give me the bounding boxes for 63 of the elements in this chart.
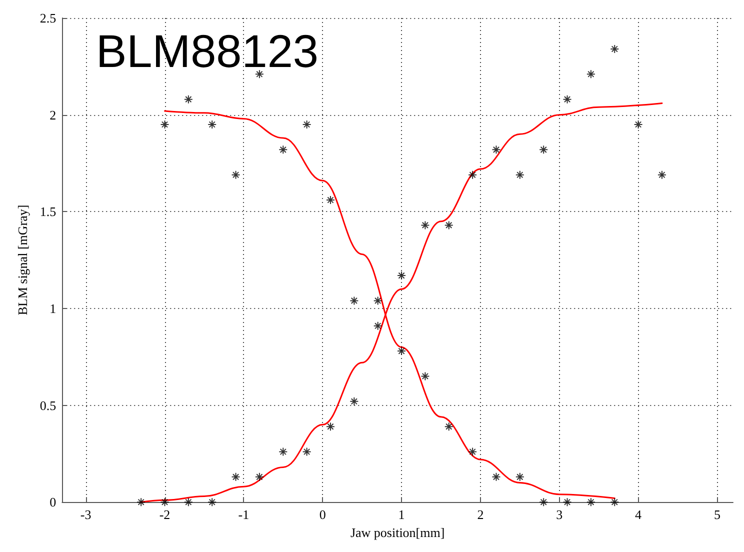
point xyxy=(373,321,382,330)
point xyxy=(444,220,454,230)
annotation: BLM88123 xyxy=(96,25,318,77)
x-tick-label: 0 xyxy=(319,507,326,522)
y-tick-label: 1 xyxy=(50,300,56,316)
y-tick-label: 1.5 xyxy=(40,204,56,220)
point xyxy=(302,120,312,129)
point xyxy=(184,498,193,507)
point xyxy=(492,472,501,482)
point xyxy=(184,94,193,104)
point xyxy=(254,472,264,482)
point xyxy=(231,472,240,482)
y-tick-label: 0 xyxy=(50,494,56,510)
point xyxy=(562,498,572,507)
y-tick-label: 2 xyxy=(50,107,56,122)
point xyxy=(657,170,666,180)
point xyxy=(634,120,643,129)
point xyxy=(350,296,359,306)
point xyxy=(468,447,478,456)
point xyxy=(278,145,288,154)
x-tick-label: 1 xyxy=(398,507,405,522)
point xyxy=(350,396,359,406)
point xyxy=(420,220,430,230)
point xyxy=(492,145,501,154)
point xyxy=(397,271,406,280)
x-tick-label: -2 xyxy=(159,507,170,522)
x-tick-label: -1 xyxy=(238,507,250,522)
point xyxy=(326,196,335,205)
point xyxy=(420,372,430,381)
point xyxy=(326,422,335,432)
point xyxy=(610,44,620,54)
y-axis-title: BLM signal [mGray] xyxy=(15,204,30,316)
point xyxy=(160,498,170,507)
point xyxy=(231,170,240,180)
y-tick-label: 0.5 xyxy=(40,398,56,413)
point xyxy=(539,145,548,154)
line-series xyxy=(164,110,616,499)
point xyxy=(515,170,524,180)
point xyxy=(610,498,620,507)
point xyxy=(208,498,217,507)
x-tick-label: -3 xyxy=(80,507,92,522)
point xyxy=(254,70,264,79)
point xyxy=(136,498,146,507)
point xyxy=(586,70,596,79)
point xyxy=(160,120,170,129)
point xyxy=(208,120,217,129)
x-tick-label: 3 xyxy=(556,507,563,522)
line-series xyxy=(140,102,663,503)
x-tick-label: 4 xyxy=(635,507,642,522)
point xyxy=(586,498,596,507)
point xyxy=(515,472,524,482)
point xyxy=(444,422,454,432)
x-tick-label: 2 xyxy=(477,507,484,522)
point xyxy=(278,447,288,456)
y-tick-label: 2.5 xyxy=(40,10,56,26)
point xyxy=(373,296,382,306)
point xyxy=(539,498,548,507)
point xyxy=(562,94,572,104)
point xyxy=(468,170,478,180)
point xyxy=(397,346,406,356)
x-tick-label: 5 xyxy=(714,507,720,522)
point xyxy=(302,447,312,456)
x-axis-title: Jaw position[mm] xyxy=(350,525,445,540)
